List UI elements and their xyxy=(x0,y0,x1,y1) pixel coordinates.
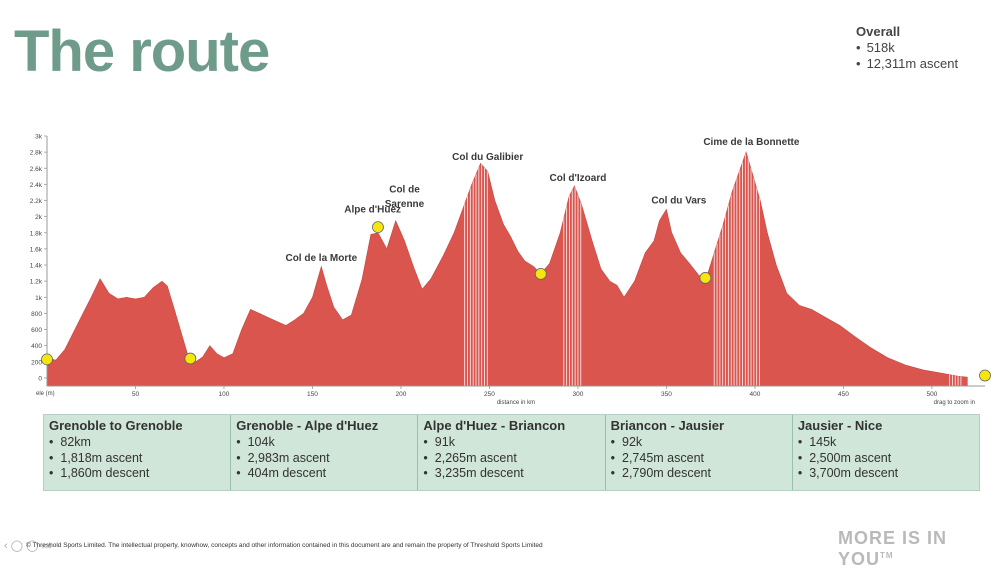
stage-marker xyxy=(699,272,712,284)
peak-label: Sarenne xyxy=(385,199,425,210)
stage-title: Jausier - Nice xyxy=(797,418,883,433)
stage-descent: 1,860m descent xyxy=(49,466,225,482)
stage-title: Briancon - Jausier xyxy=(610,418,725,433)
stage-marker xyxy=(41,353,53,366)
stage-distance: 145k xyxy=(798,435,974,451)
y-tick-label: 1k xyxy=(35,295,43,302)
x-tick-label: 50 xyxy=(132,391,140,398)
stages-table: Grenoble to Grenoble 82km 1,818m ascent … xyxy=(43,414,980,491)
stage-marker xyxy=(979,369,991,382)
stage-distance: 104k xyxy=(236,435,412,451)
y-tick-label: 600 xyxy=(31,327,42,334)
stage-marker xyxy=(372,221,384,234)
x-tick-label: 500 xyxy=(926,391,937,398)
y-tick-label: 1.2k xyxy=(30,279,43,286)
y-tick-label: 2.4k xyxy=(30,182,43,189)
peak-label: Alpe d'Huez xyxy=(344,205,401,216)
stage-distance: 92k xyxy=(611,435,787,451)
stage-4: Briancon - Jausier 92k 2,745m ascent 2,7… xyxy=(605,415,793,490)
stage-5: Jausier - Nice 145k 2,500m ascent 3,700m… xyxy=(792,415,980,490)
stage-marker xyxy=(534,268,547,280)
y-tick-label: 1.4k xyxy=(30,263,43,270)
x-tick-label: 400 xyxy=(749,391,760,398)
y-tick-label: 1.8k xyxy=(30,230,43,237)
x-tick-label: 350 xyxy=(661,391,672,398)
elevation-area xyxy=(46,151,968,387)
y-tick-label: 200 xyxy=(31,359,42,366)
stage-3: Alpe d'Huez - Briancon 91k 2,265m ascent… xyxy=(418,415,606,490)
stage-ascent: 2,500m ascent xyxy=(798,451,974,467)
peak-label: Col du Galibier xyxy=(452,152,523,163)
stage-ascent: 2,983m ascent xyxy=(236,451,412,467)
y-tick-label: 2.6k xyxy=(30,166,43,173)
stage-ascent: 2,745m ascent xyxy=(611,451,787,467)
overall-list: 518k 12,311m ascent xyxy=(856,40,959,72)
y-tick-label: 2.8k xyxy=(30,150,43,157)
x-tick-label: 200 xyxy=(396,391,407,398)
climb-highlight-4 xyxy=(949,152,962,386)
elevation-profile-chart[interactable]: 0 200 400 600 800 1k 1.2k 1.4k 1.6k 1.8k 2k 2.2k 2.4… xyxy=(0,128,1000,410)
peak-label: Col du Vars xyxy=(651,196,706,207)
x-tick-label: 450 xyxy=(838,391,849,398)
x-tick-label: 100 xyxy=(219,391,230,398)
peak-label: Col de la Morte xyxy=(285,253,357,264)
overall-heading: Overall xyxy=(856,24,901,39)
y-tick-label: 400 xyxy=(31,343,42,350)
y-tick-label: 0 xyxy=(38,375,42,382)
overall-summary: Overall 518k 12,311m ascent xyxy=(856,24,958,72)
y-tick-label: 1.6k xyxy=(30,246,43,253)
stage-ascent: 2,265m ascent xyxy=(423,451,599,467)
footer-copyright: © Threshold Sports Limited. The intellec… xyxy=(26,542,543,549)
peak-label: Col d'Izoard xyxy=(550,173,607,184)
y-axis-label: ele (m) xyxy=(36,391,55,397)
slide-nav-controls[interactable]: ‹ ◯ ◯ ▭ xyxy=(4,540,52,552)
stage-title: Grenoble to Grenoble xyxy=(49,418,183,433)
stage-descent: 2,790m descent xyxy=(611,466,787,482)
stage-descent: 404m descent xyxy=(236,466,412,482)
brand-tagline: MORE IS IN YOUTM xyxy=(838,528,1000,570)
page-title: The route xyxy=(14,19,270,84)
y-tick-label: 2.2k xyxy=(30,198,43,205)
peak-label: Col de xyxy=(389,184,420,195)
stage-2: Grenoble - Alpe d'Huez 104k 2,983m ascen… xyxy=(231,415,419,490)
brand-text: MORE IS IN YOU xyxy=(838,528,948,569)
x-tick-label: 300 xyxy=(573,391,584,398)
stage-marker xyxy=(184,352,197,365)
overall-ascent: 12,311m ascent xyxy=(856,56,959,72)
x-axis-label: distance in km xyxy=(497,400,535,406)
stage-1: Grenoble to Grenoble 82km 1,818m ascent … xyxy=(44,415,232,490)
zoom-hint: drag to zoom in xyxy=(934,400,975,406)
stage-descent: 3,700m descent xyxy=(798,466,974,482)
stage-descent: 3,235m descent xyxy=(423,466,599,482)
stage-title: Alpe d'Huez - Briancon xyxy=(423,418,566,433)
stage-ascent: 1,818m ascent xyxy=(49,451,225,467)
x-tick-label: 150 xyxy=(307,391,318,398)
x-tick-label: 250 xyxy=(484,391,495,398)
stage-title: Grenoble - Alpe d'Huez xyxy=(236,418,379,433)
stage-distance: 82km xyxy=(49,435,225,451)
y-tick-label: 3k xyxy=(35,134,43,141)
overall-distance: 518k xyxy=(856,40,958,56)
stage-distance: 91k xyxy=(423,435,599,451)
peak-label: Cime de la Bonnette xyxy=(703,137,800,148)
y-tick-label: 800 xyxy=(31,311,42,318)
y-tick-label: 2k xyxy=(35,214,43,221)
